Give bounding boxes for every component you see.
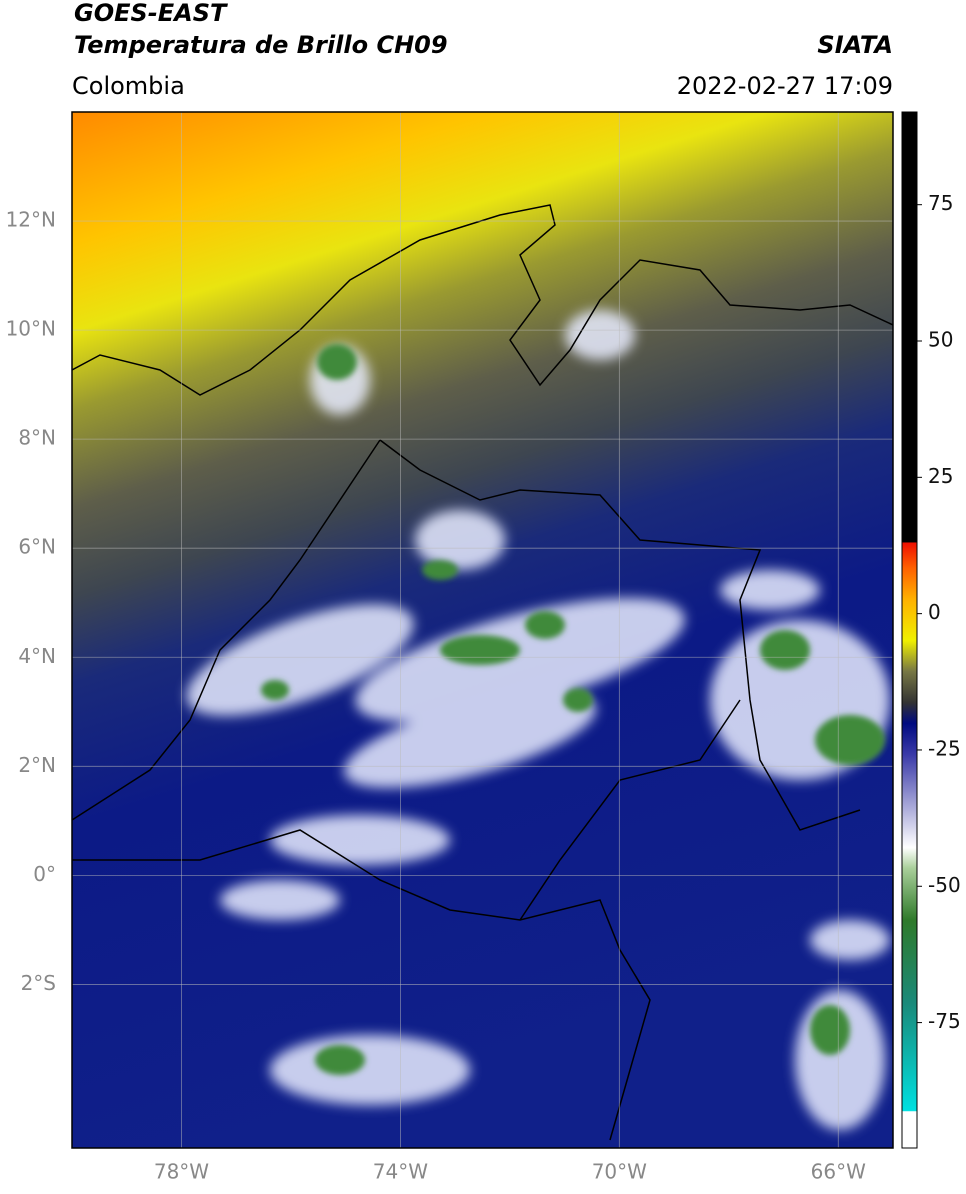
y-tick-label: 0° xyxy=(33,862,56,886)
source: GOES-EAST xyxy=(74,0,228,27)
x-tick-label: 78°W xyxy=(154,1160,209,1184)
colorbar-tick-label: 25 xyxy=(928,464,953,488)
agency: SIATA xyxy=(817,31,893,59)
colorbar-tick-label: -50 xyxy=(928,873,961,897)
y-tick-label: 10°N xyxy=(6,317,56,341)
colorbar-tick-label: 75 xyxy=(928,191,953,215)
y-tick-label: 2°S xyxy=(21,971,56,995)
map-frame xyxy=(71,111,894,1149)
x-tick-label: 74°W xyxy=(373,1160,428,1184)
region: Colombia xyxy=(72,72,185,100)
colorbar-tick-label: -75 xyxy=(928,1009,961,1033)
y-tick-label: 2°N xyxy=(18,753,56,777)
y-tick-label: 6°N xyxy=(18,535,56,559)
colorbar-tick-label: 50 xyxy=(928,328,953,352)
colorbar-tick-label: 0 xyxy=(928,600,941,624)
y-tick-label: 12°N xyxy=(6,208,56,232)
y-tick-label: 8°N xyxy=(18,426,56,450)
datetime: 2022-02-27 17:09 xyxy=(677,72,893,100)
y-tick-label: 4°N xyxy=(18,644,56,668)
x-tick-label: 70°W xyxy=(592,1160,647,1184)
title: Temperatura de Brillo CH09 xyxy=(74,31,448,59)
imagery xyxy=(72,112,893,1148)
colorbar xyxy=(901,111,918,1149)
colorbar-tick-label: -25 xyxy=(928,736,961,760)
x-tick-label: 66°W xyxy=(811,1160,866,1184)
